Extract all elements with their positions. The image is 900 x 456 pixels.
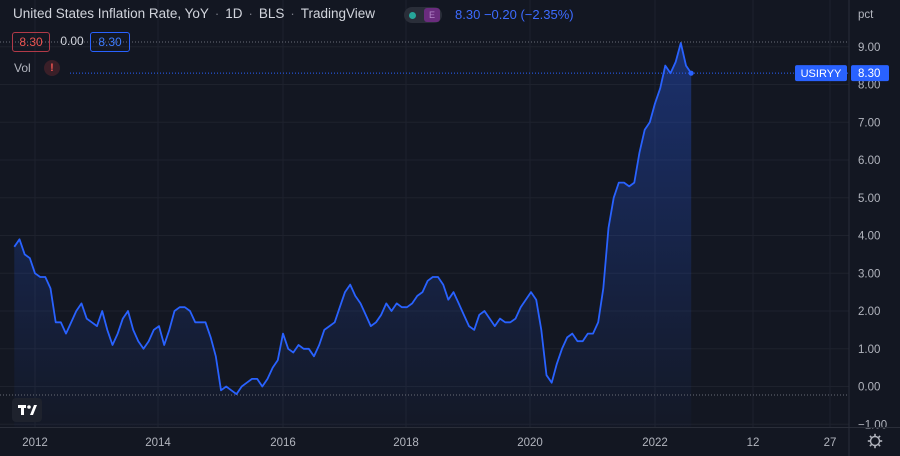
y-tick-label: 4.00 [858,231,880,243]
change-percent: (−2.35%) [520,7,574,22]
last-point-marker [688,70,694,76]
series-path [13,42,692,395]
y-tick-label: 9.00 [858,42,880,54]
settings-gear-tooth [877,435,881,439]
last-value-badge[interactable] [851,65,889,82]
settings-gear-tooth [877,443,881,447]
y-tick-label: 3.00 [858,268,880,280]
x-tick-label: 2018 [393,437,419,449]
y-unit-label: pct [858,9,874,21]
tradingview-logo-icon [18,405,37,415]
header-separator: · [248,6,253,21]
area-fill [14,43,692,427]
chart-title[interactable]: United States Inflation Rate, YoY [13,6,209,21]
x-tick-label: 2016 [270,437,296,449]
y-axis[interactable]: 9.00 8.00 7.00 6.00 5.00 4.00 3.00 2.00 1.00 0.00… [848,0,887,456]
y-tick-label: −1.00 [858,419,887,431]
volume-label[interactable]: Vol [14,61,31,75]
status-dot-icon [409,11,416,19]
overlay-lines [0,41,849,396]
y-tick-label: 8.00 [858,80,880,92]
tradingview-logo[interactable] [12,398,42,422]
y-tick-label: 5.00 [858,193,880,205]
market-status-pill[interactable]: E [404,7,442,23]
source-label: BLS [258,6,285,21]
change-value: −0.20 [483,7,517,22]
header-separator: · [214,6,220,21]
legend-value-blue[interactable]: 8.30 [90,32,130,52]
interval-label[interactable]: 1D [225,6,243,21]
price-badge: USIRYY 8.30 [795,65,889,82]
last-value: 8.30 [455,7,481,22]
series-area [14,43,692,427]
volume-warning-icon[interactable]: ! [44,60,60,76]
platform-label: TradingView [300,6,376,21]
header-separator: · [290,6,295,21]
y-tick-label: 1.00 [858,344,880,356]
x-tick-label: 27 [824,437,837,449]
last-value-badge-label: 8.30 [858,68,880,80]
legend-value-red[interactable]: 8.30 [12,32,50,52]
series-line [13,42,692,395]
x-tick-label: 2022 [642,437,668,449]
y-tick-label: 7.00 [858,117,880,129]
x-tick-label: 2020 [517,437,543,449]
header-quote: 8.30 −0.20 (−2.35%) [455,7,574,22]
y-tick-label: 2.00 [858,306,880,318]
symbol-badge[interactable] [795,65,847,82]
y-tick-label: 6.00 [858,155,880,167]
x-axis[interactable]: 2012 2014 2016 2018 2020 2022 12 27 [0,427,900,450]
x-tick-label: 12 [747,437,760,449]
legend-value-mid: 0.00 [60,34,84,48]
chart-header: United States Inflation Rate, YoY · 1D ·… [13,6,375,21]
x-tick-label: 2012 [22,437,48,449]
settings-gear-tooth [869,435,873,439]
x-tick-label: 2014 [145,437,171,449]
settings-gear-tooth [869,443,873,447]
y-tick-label: 0.00 [858,382,880,394]
economic-event-icon: E [424,8,440,22]
symbol-badge-label: USIRYY [801,68,842,80]
settings-gear-icon[interactable] [869,435,881,447]
